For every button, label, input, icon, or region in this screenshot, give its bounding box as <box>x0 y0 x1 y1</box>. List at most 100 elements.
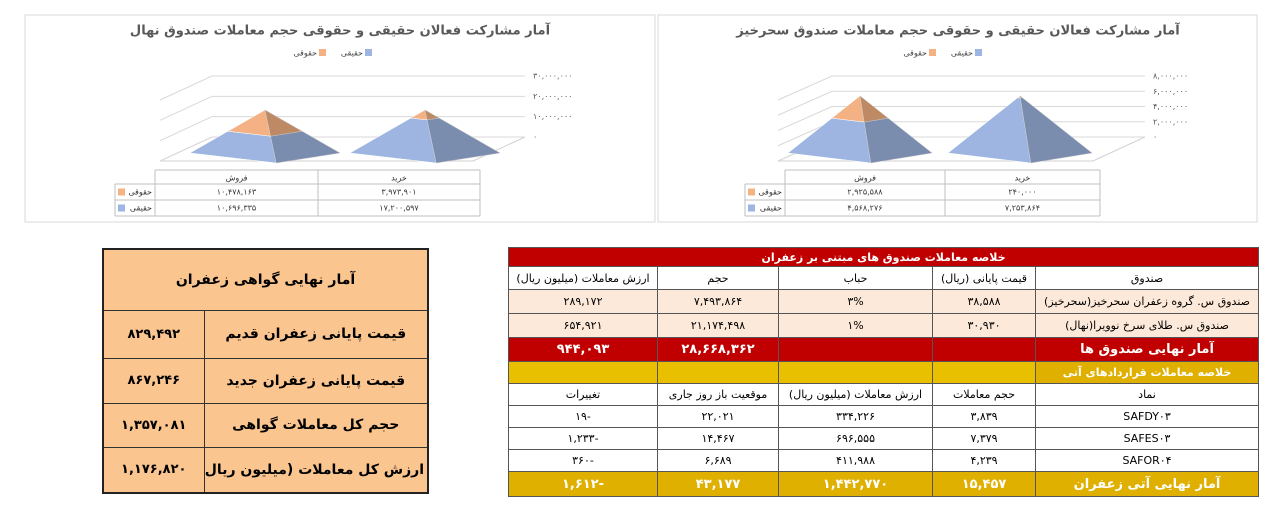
table-row: SAFES۰۳ ۷,۳۷۹ ۶۹۶,۵۵۵ ۱۴,۴۶۷ -۱,۲۳۳ <box>507 427 1260 450</box>
data-cell: ۳,۸۳۹ <box>932 405 1037 428</box>
category-label: خرید <box>391 174 407 183</box>
header-cell: نماد <box>1035 383 1260 406</box>
value-cell: ۸۶۷,۲۴۶ <box>102 357 205 404</box>
pyramid-segment <box>189 130 341 164</box>
table-row: SAFDY۰۳ ۳,۸۳۹ ۳۳۴,۲۲۶ ۲۲,۰۲۱ -۱۹ <box>507 405 1260 428</box>
label-cell: حجم کل معاملات گواهی <box>203 402 429 448</box>
legend-key <box>319 49 326 56</box>
legend-label: حقوقی <box>903 49 927 58</box>
table-row: خلاصه معاملات صندوق های مبتنی بر زعفران <box>507 247 1260 267</box>
y-tick-label: ۶,۰۰۰,۰۰۰ <box>1153 87 1188 96</box>
value-label: ۱۰,۶۹۶,۳۳۵ <box>217 204 256 213</box>
header-cell: صندوق <box>1035 266 1260 290</box>
pyramid-face <box>424 109 440 121</box>
y-tick-label: ۰ <box>1153 133 1157 142</box>
label-cell: ارزش کل معاملات (میلیون ریال) <box>203 446 429 494</box>
data-cell: ۳% <box>778 289 934 314</box>
table-title: آمار نهایی گواهی زعفران <box>102 248 429 311</box>
table-row: قیمت پایانی زعفران جدید ۸۶۷,۲۴۶ <box>102 357 429 404</box>
charts: آمار مشارکت فعالان حقیقی و حقوقی حجم معا… <box>24 14 1258 223</box>
data-cell: ۷,۳۷۹ <box>932 427 1037 450</box>
pyramid-segment <box>947 97 1093 164</box>
data-cell: ۴,۲۳۹ <box>932 449 1037 472</box>
total-cell: ۲۸,۶۶۸,۳۶۲ <box>657 337 780 362</box>
y-tick-label: ۸,۰۰۰,۰۰۰ <box>1153 72 1188 81</box>
empty-cell <box>657 361 780 384</box>
series-label: حقیقی <box>760 204 782 213</box>
value-label: ۲۴۰,۰۰۰ <box>1008 188 1036 197</box>
data-cell: ۲۸۹,۱۷۲ <box>507 289 659 314</box>
value-label: ۱۷,۲۰۰,۵۹۷ <box>379 204 419 213</box>
pyramid-segment <box>227 109 303 137</box>
value-label: ۳,۹۷۳,۹۰۱ <box>381 188 416 197</box>
y-tick-label: ۱۰,۰۰۰,۰۰۰ <box>533 112 572 121</box>
category-label: خرید <box>1015 174 1031 183</box>
pyramid-segment <box>410 109 440 121</box>
chart-panel <box>657 14 1258 223</box>
data-cell: SAFDY۰۳ <box>1035 405 1260 428</box>
value-label: ۴,۵۶۸,۲۷۶ <box>847 204 882 213</box>
data-cell: SAFOR۰۴ <box>1035 449 1260 472</box>
table-row: قیمت پایانی زعفران قدیم ۸۲۹,۴۹۲ <box>102 309 429 359</box>
value-label: ۲,۹۲۵,۵۸۸ <box>847 188 883 197</box>
total-cell: -۱,۶۱۲ <box>507 471 659 497</box>
label-cell: قیمت پایانی زعفران جدید <box>203 357 429 404</box>
header-cell: حباب <box>778 266 934 290</box>
pyramid-face <box>1019 95 1023 99</box>
header-cell: حجم معاملات <box>932 383 1037 406</box>
value-label: ۱۰,۴۷۸,۱۶۳ <box>217 188 257 197</box>
table-row: خلاصه معاملات قراردادهای آتی <box>507 361 1260 384</box>
data-cell: ۱۴,۴۶۷ <box>657 427 780 450</box>
series-label: حقیقی <box>130 204 152 213</box>
legend-key <box>118 204 125 212</box>
data-cell: ۳۰,۹۳۰ <box>932 313 1037 338</box>
chart-panel <box>24 14 656 223</box>
legend-label: حقیقی <box>341 49 363 58</box>
table-row: صندوق قیمت پایانی (ریال) حباب حجم ارزش معامل… <box>507 266 1260 290</box>
legend-key <box>748 204 755 212</box>
header-cell: موقعیت باز روز جاری <box>657 383 780 406</box>
header-cell: ارزش معاملات (میلیون ریال) <box>507 266 659 290</box>
grid-line <box>777 90 1145 116</box>
pyramid-segment <box>349 117 501 164</box>
legend-label: حقیقی <box>951 49 973 58</box>
legend-key <box>748 188 755 196</box>
total-cell: ۴۳,۱۷۷ <box>657 471 780 497</box>
pyramid-segment <box>1017 95 1023 99</box>
data-cell: ۴۱۱,۹۸۸ <box>778 449 934 472</box>
data-cell: صندوق س. طلای سرخ نوویرا(نهال) <box>1035 313 1260 338</box>
category-label: فروش <box>226 174 248 183</box>
y-tick-label: ۴,۰۰۰,۰۰۰ <box>1153 102 1188 111</box>
pyramid-segment <box>831 95 889 123</box>
data-cell: SAFES۰۳ <box>1035 427 1260 450</box>
value-cell: ۸۲۹,۴۹۲ <box>102 309 205 359</box>
data-cell: ۶,۶۸۹ <box>657 449 780 472</box>
series-label: حقوقی <box>758 188 782 197</box>
total-cell: ۱,۴۴۲,۷۷۰ <box>778 471 934 497</box>
grid-line <box>159 95 525 121</box>
table-row: صندوق س. طلای سرخ نوویرا(نهال) ۳۰,۹۳۰ ۱% ۲۱… <box>507 313 1260 338</box>
grid-line <box>159 75 525 101</box>
total-cell: آمار نهایی آتی زعفران <box>1035 471 1260 497</box>
data-cell: ۲۲,۰۲۱ <box>657 405 780 428</box>
y-tick-label: ۳۰,۰۰۰,۰۰۰ <box>533 72 572 81</box>
y-tick-label: ۰ <box>533 133 537 142</box>
table-row: نماد حجم معاملات ارزش معاملات (میلیون ریال… <box>507 383 1260 406</box>
value-cell: ۱,۱۷۶,۸۲۰ <box>102 446 205 494</box>
grid-line <box>777 75 1145 101</box>
chart-title: آمار مشارکت فعالان حقیقی و حقوقی حجم معا… <box>735 22 1180 39</box>
data-cell: ۳۳۴,۲۲۶ <box>778 405 934 428</box>
total-cell: ۹۴۴,۰۹۳ <box>507 337 659 362</box>
pyramid-face <box>264 109 303 137</box>
table-row: ارزش کل معاملات (میلیون ریال) ۱,۱۷۶,۸۲۰ <box>102 446 429 494</box>
data-cell: صندوق س. گروه زعفران سحرخیز(سحرخیز) <box>1035 289 1260 314</box>
category-label: فروش <box>854 174 876 183</box>
value-cell: ۱,۳۵۷,۰۸۱ <box>102 402 205 448</box>
empty-cell <box>778 361 934 384</box>
header-cell: ارزش معاملات (میلیون ریال) <box>778 383 934 406</box>
legend-key <box>929 49 936 56</box>
legend-key <box>118 188 125 196</box>
legend-key <box>975 49 982 56</box>
data-cell: -۱,۲۳۳ <box>507 427 659 450</box>
data-cell: ۱% <box>778 313 934 338</box>
